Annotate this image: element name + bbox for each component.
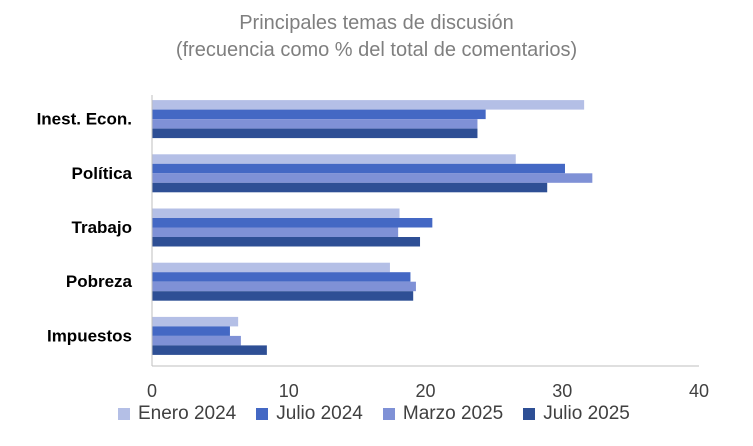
bar-3-2: [152, 281, 416, 292]
bar-4-3: [152, 345, 267, 355]
chart-title-line2: (frecuencia como % del total de comentar…: [175, 39, 578, 61]
bar-2-2: [152, 227, 399, 237]
bar-1-3: [152, 182, 548, 193]
category-label: Inest. Econ.: [37, 110, 132, 129]
chart-title-line1: Principales temas de discusión: [239, 12, 514, 34]
legend-swatch: [523, 408, 536, 420]
category-label: Pobreza: [66, 272, 133, 291]
bar-0-1: [152, 109, 486, 120]
legend-label: Julio 2024: [276, 403, 363, 424]
category-label: Política: [72, 164, 133, 183]
bar-3-0: [152, 262, 390, 273]
bar-0-0: [152, 100, 585, 110]
bar-chart: Inest. Econ. Política Trabajo Pobreza Impues…: [37, 95, 709, 400]
bar-2-3: [152, 237, 421, 247]
legend-item: Julio 2025: [523, 403, 630, 425]
bar-0-3: [152, 128, 478, 139]
legend-item: Marzo 2025: [382, 403, 504, 425]
chart-legend: Enero 2024 Julio 2024 Marzo 2025 Julio 2025: [118, 403, 650, 425]
bar-0-2: [152, 119, 478, 129]
bar-2-1: [152, 218, 433, 228]
bar-1-2: [152, 173, 593, 183]
bar-2-0: [152, 208, 400, 218]
legend-item: Enero 2024: [118, 403, 236, 425]
bar-3-3: [152, 291, 414, 301]
x-tick-label: 40: [689, 381, 709, 400]
bar-4-1: [152, 326, 230, 336]
legend-label: Enero 2024: [138, 403, 237, 424]
bar-4-0: [152, 316, 239, 327]
chart-title: Principales temas de discusión (frecuenc…: [0, 10, 753, 64]
category-label: Impuestos: [47, 326, 132, 345]
legend-label: Marzo 2025: [402, 403, 504, 424]
bar-4-2: [152, 335, 241, 346]
legend-swatch: [118, 408, 130, 420]
legend-label: Julio 2025: [543, 403, 630, 424]
bar-1-0: [152, 154, 516, 164]
x-tick-label: 10: [279, 381, 299, 400]
x-tick-label: 0: [147, 381, 157, 400]
legend-swatch: [382, 408, 395, 420]
legend-swatch: [256, 408, 269, 420]
x-tick-label: 20: [415, 381, 435, 400]
bar-3-1: [152, 272, 411, 282]
x-tick-label: 30: [552, 381, 572, 400]
legend-item: Julio 2024: [256, 403, 363, 425]
bar-1-1: [152, 163, 565, 174]
category-label: Trabajo: [72, 218, 132, 237]
